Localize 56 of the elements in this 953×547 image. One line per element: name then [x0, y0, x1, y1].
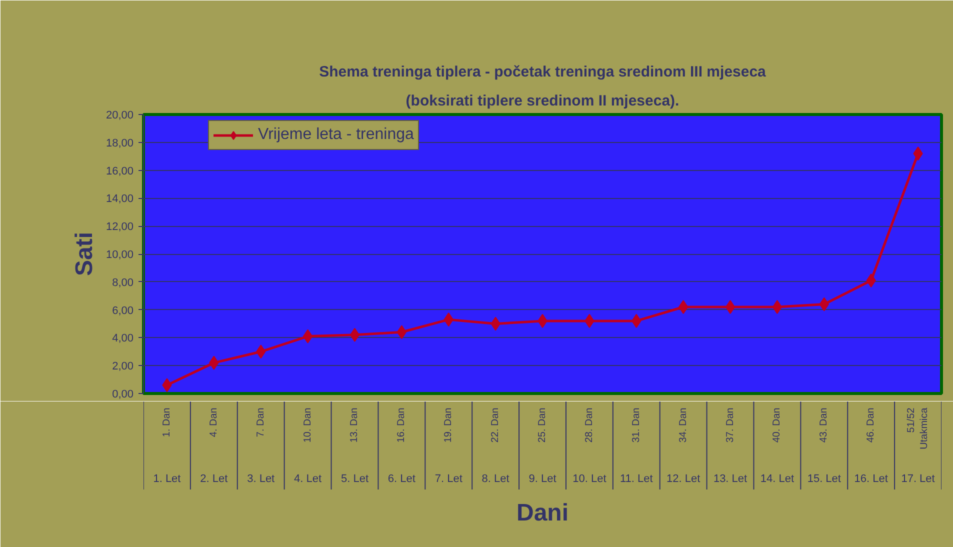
y-axis-title: Sati	[70, 232, 98, 276]
chart-title: Shema treninga tiplera - početak treninga sredinom III mjeseca	[319, 64, 767, 80]
x-tick-label: 1. Dan	[161, 408, 172, 438]
x-tick-label: 31. Dan	[630, 408, 642, 443]
text: 3. Let	[247, 472, 275, 485]
x-tick-label: 25. Dan	[537, 408, 548, 443]
x-tick-label: 51/52 Utakmica	[906, 407, 930, 450]
y-tick-label: 4,00	[112, 332, 134, 345]
x-tick-label: 19. Dan	[443, 408, 454, 443]
point	[725, 300, 736, 314]
x-tick-label: 40. Dan	[772, 408, 783, 443]
point	[350, 328, 360, 342]
x-tick-label: 37. Dan	[724, 408, 736, 443]
x-tick-label: 16. Dan	[396, 408, 408, 443]
y-tick-label: 14,00	[106, 193, 134, 206]
x-tick-label: 4. Dan	[208, 408, 220, 438]
y-tick-label: 12,00	[106, 221, 134, 234]
text: 2. Let	[200, 472, 228, 485]
point	[678, 300, 688, 314]
x-tick-label: 22. Dan	[490, 408, 502, 443]
y-tick-label: 10,00	[106, 249, 134, 261]
text: 8. Let	[482, 472, 510, 485]
point	[302, 329, 313, 344]
y-tick-label: 2,00	[112, 360, 134, 373]
y-tick-label: 0,00	[112, 388, 134, 400]
text: 13. Let	[713, 472, 748, 485]
x-tick-label: 46. Dan	[866, 408, 877, 443]
x-tick-label: 13. Dan	[349, 408, 360, 443]
text: 16. Let	[854, 472, 888, 485]
x-tick-label: 10. Dan	[302, 408, 314, 443]
x-tick-label: 34. Dan	[678, 408, 689, 443]
text: 17. Let	[901, 472, 935, 485]
text: 5. Let	[340, 472, 369, 485]
chart-subtitle: (boksirati tiplere sredinom II mjeseca).	[406, 92, 680, 110]
text: 7. Let	[434, 472, 462, 485]
y-tick-label: 6,00	[112, 304, 134, 317]
y-tick-label: 16,00	[106, 165, 134, 178]
text: 14. Let	[760, 472, 794, 485]
text: 15. Let	[807, 472, 841, 485]
y-tick-label: 20,00	[106, 110, 134, 122]
text: 1. Let	[153, 472, 181, 485]
legend-label: Vrijeme leta - treninga	[258, 126, 414, 144]
x-tick-label: 43. Dan	[818, 408, 830, 443]
text: 6. Let	[388, 472, 416, 485]
x-axis-title: Dani	[516, 500, 569, 526]
y-tick-label: 18,00	[106, 137, 134, 150]
text: 9. Let	[528, 472, 556, 485]
y-tick-label: 8,00	[112, 276, 134, 289]
text: 12. Let	[666, 472, 700, 485]
x-tick-label: 28. Dan	[584, 408, 595, 443]
text: 10. Let	[572, 472, 606, 485]
text: 4. Let	[294, 472, 322, 485]
text: 11. Let	[620, 472, 653, 485]
point	[396, 325, 407, 340]
point	[772, 300, 782, 314]
x-tick-label: 7. Dan	[255, 408, 266, 438]
